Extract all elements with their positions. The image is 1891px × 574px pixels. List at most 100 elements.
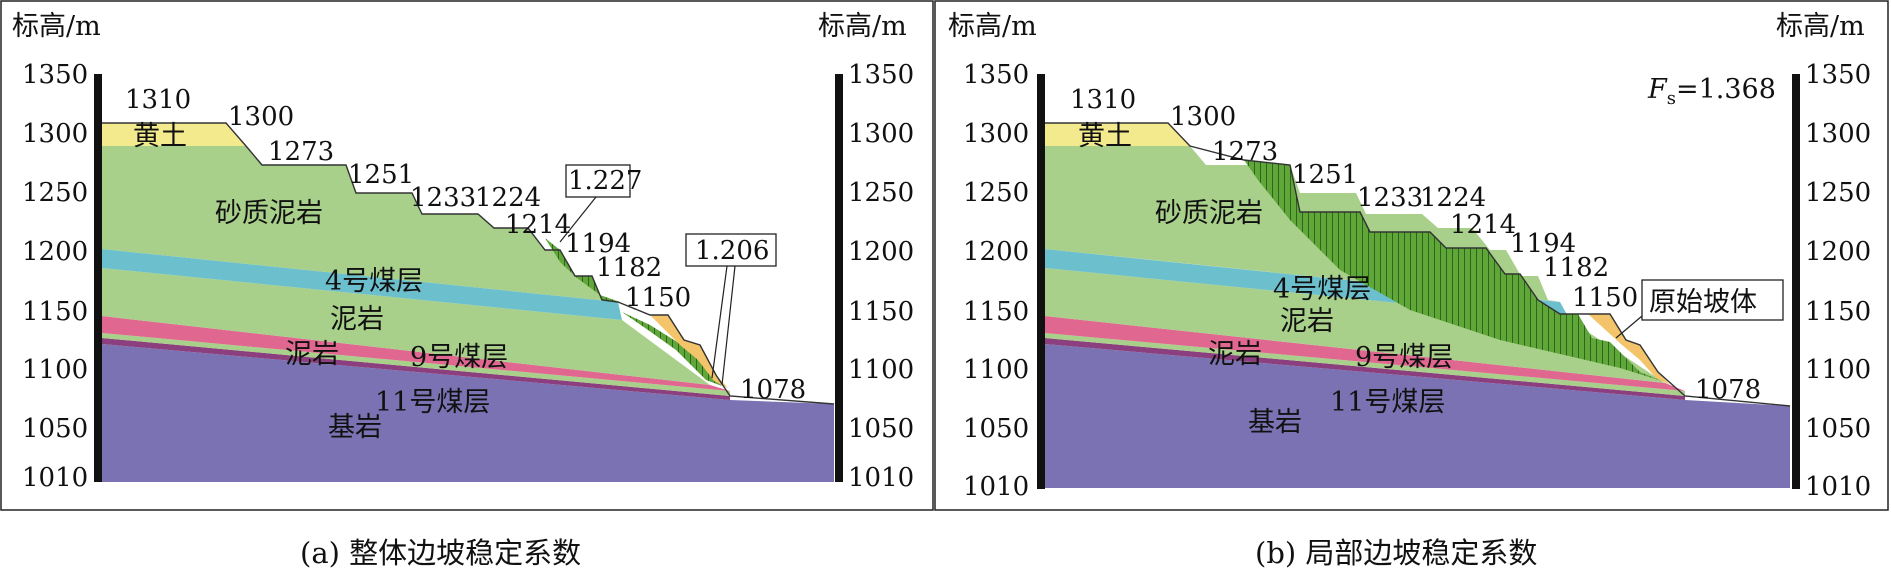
mudstone-lower-layer-a — [102, 333, 730, 396]
tick-label: 1250 — [848, 178, 914, 208]
elev-label: 1194 — [565, 229, 631, 259]
loess-layer-b — [1045, 123, 1190, 146]
tick-label: 1250 — [22, 178, 88, 208]
panel-a: 标高/m 1350 1300 1250 1200 1150 1100 1050 … — [0, 0, 934, 511]
right-axis-b: 1350 1300 1250 1200 1150 1100 1050 1010 — [1792, 60, 1871, 502]
fs-callout-2-a: 1.206 — [685, 233, 777, 386]
slide-mass-lower-a — [622, 312, 722, 386]
svg-text:1.227: 1.227 — [568, 166, 642, 196]
ground-line-b — [1045, 122, 1791, 407]
fs-callout-1-a: 1.227 — [559, 164, 642, 243]
coal11-layer-b — [1045, 338, 1685, 400]
elev-label: 1233 — [1357, 183, 1423, 213]
elev-label: 1224 — [475, 183, 541, 213]
label-mudstone2-a: 泥岩 — [285, 339, 339, 370]
label-mudstone-b: 泥岩 — [1280, 306, 1334, 337]
axis-label-right-b: 标高/m — [1776, 11, 1865, 42]
label-coal9-a: 9号煤层 — [410, 342, 508, 373]
left-axis-a: 1350 1300 1250 1200 1150 1100 1050 1010 — [22, 60, 102, 493]
tick-label: 1050 — [1805, 414, 1871, 444]
tick-label: 1300 — [1805, 119, 1871, 149]
coal11-layer-a — [102, 338, 730, 400]
elev-label: 1214 — [1450, 210, 1516, 240]
bedrock-layer-a — [102, 344, 834, 482]
elev-label: 1233 — [410, 183, 476, 213]
tick-label: 1010 — [1805, 472, 1871, 502]
sandy-mudstone-layer-a — [102, 146, 618, 302]
label-coal11-b: 11号煤层 — [1330, 387, 1445, 418]
elev-label: 1224 — [1420, 183, 1486, 213]
coal4-layer-a — [102, 249, 622, 320]
tick-label: 1050 — [848, 414, 914, 444]
mudstone-layer-b — [1045, 268, 1665, 383]
tick-label: 1100 — [22, 355, 88, 385]
caption-panel-a: (a) 整体边坡稳定系数 — [300, 536, 582, 570]
slide-mass-a — [545, 238, 620, 302]
tick-label: 1250 — [1805, 178, 1871, 208]
axis-label-left-a: 标高/m — [12, 11, 101, 42]
tick-label: 1100 — [963, 355, 1029, 385]
label-loess-a: 黄土 — [133, 121, 187, 152]
tick-label: 1010 — [22, 463, 88, 493]
elev-label: 1182 — [596, 253, 662, 283]
elev-label: 1300 — [228, 102, 294, 132]
elev-label: 1078 — [740, 375, 806, 405]
slide-mass-b — [1244, 160, 1662, 381]
tick-label: 1100 — [848, 355, 914, 385]
elev-label: 1300 — [1170, 102, 1236, 132]
label-bedrock-b: 基岩 — [1248, 407, 1302, 438]
tick-label: 1200 — [963, 237, 1029, 267]
axis-label-left-b: 标高/m — [948, 11, 1037, 42]
panel-b-frame — [934, 0, 1889, 511]
tick-label: 1350 — [22, 60, 88, 90]
tick-label: 1350 — [963, 60, 1029, 90]
axis-label-right-a: 标高/m — [818, 11, 907, 42]
tick-label: 1200 — [22, 237, 88, 267]
tick-label: 1350 — [848, 60, 914, 90]
tick-label: 1150 — [963, 297, 1029, 327]
elev-label: 1273 — [268, 137, 334, 167]
fill-body-a — [650, 315, 728, 388]
tick-label: 1150 — [22, 297, 88, 327]
tick-label: 1150 — [848, 297, 914, 327]
tick-label: 1200 — [848, 237, 914, 267]
label-coal4-b: 4号煤层 — [1273, 274, 1371, 305]
fs-subscript: s — [1667, 88, 1676, 109]
elev-label: 1078 — [1695, 375, 1761, 405]
fs-symbol: F — [1647, 74, 1668, 105]
mudstone-layer-a — [102, 268, 710, 385]
label-mudstone-a: 泥岩 — [330, 304, 384, 335]
right-axis-a: 1350 1300 1250 1200 1150 1100 1050 1010 — [835, 60, 914, 493]
label-mudstone2-b: 泥岩 — [1208, 339, 1262, 370]
elev-label: 1150 — [1572, 283, 1638, 313]
elev-label: 1150 — [625, 283, 691, 313]
tick-label: 1300 — [22, 119, 88, 149]
tick-label: 1010 — [963, 472, 1029, 502]
fill-body-b — [1588, 314, 1670, 385]
tick-label: 1200 — [1805, 237, 1871, 267]
tick-label: 1300 — [963, 119, 1029, 149]
tick-label: 1350 — [1805, 60, 1871, 90]
ground-line-a — [102, 122, 835, 405]
tick-label: 1010 — [848, 463, 914, 493]
elev-label: 1214 — [505, 210, 571, 240]
svg-text:1.206: 1.206 — [695, 236, 769, 266]
elev-label: 1194 — [1510, 229, 1576, 259]
panel-a-frame — [0, 0, 934, 511]
tick-label: 1050 — [963, 414, 1029, 444]
tick-label: 1050 — [22, 414, 88, 444]
elev-label: 1310 — [125, 85, 191, 115]
elev-label: 1251 — [1292, 160, 1358, 190]
fs-annotation-b: Fs=1.368 — [1647, 74, 1776, 109]
original-slope-callout-b: 原始坡体 — [1615, 279, 1784, 339]
coal9-layer-a — [102, 316, 730, 391]
loess-layer-a — [102, 123, 246, 146]
elev-label: 1251 — [348, 160, 414, 190]
label-bedrock-a: 基岩 — [328, 412, 382, 443]
label-coal4-a: 4号煤层 — [325, 266, 423, 297]
elev-label: 1273 — [1212, 137, 1278, 167]
label-coal9-b: 9号煤层 — [1355, 342, 1453, 373]
panel-b: 标高/m 1350 1300 1250 1200 1150 1100 1050 … — [934, 0, 1889, 511]
tick-label: 1100 — [1805, 355, 1871, 385]
